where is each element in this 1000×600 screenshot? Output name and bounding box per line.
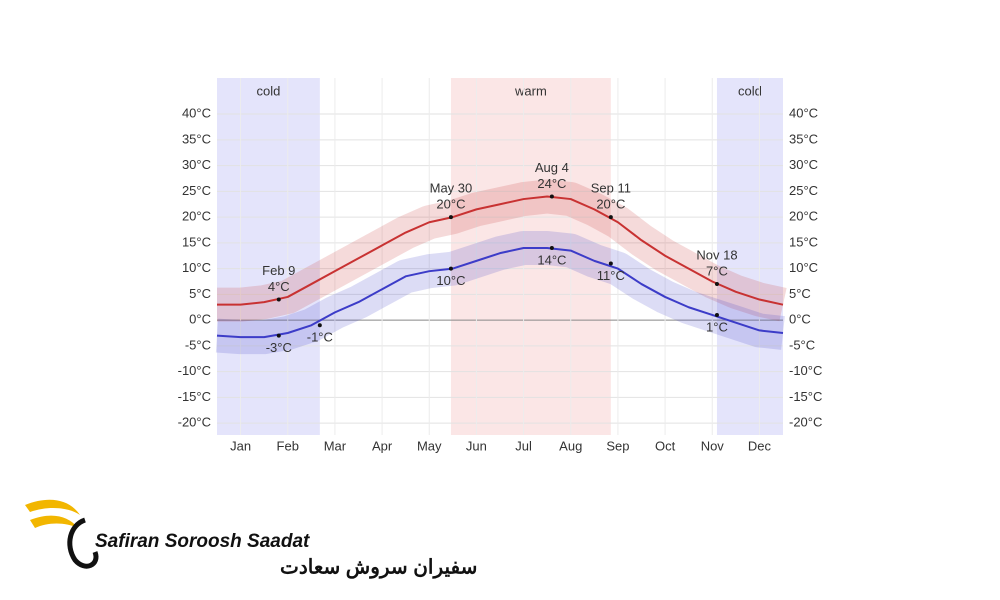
x-tick-label: Dec bbox=[748, 438, 772, 453]
season-band bbox=[217, 78, 320, 435]
annotation-dot bbox=[608, 215, 613, 220]
series-line bbox=[217, 195, 784, 306]
y2-tick-label: 25°C bbox=[789, 183, 818, 198]
annotation-date: May 30 bbox=[430, 181, 473, 196]
logo-name-fa: سفیران سروش سعادت bbox=[280, 556, 477, 579]
x-tick-label: Jun bbox=[466, 438, 487, 453]
x-tick-label: Sep bbox=[606, 438, 629, 453]
annotation-value: -3°C bbox=[266, 340, 292, 355]
y-tick-label: 25°C bbox=[182, 183, 211, 198]
logo-swan bbox=[67, 517, 99, 569]
y2-tick-label: 0°C bbox=[789, 312, 811, 327]
annotation-value: 20°C bbox=[596, 197, 625, 212]
season-band bbox=[716, 78, 783, 435]
y2-tick-label: 35°C bbox=[789, 131, 818, 146]
x-tick-label: Mar bbox=[324, 438, 347, 453]
annotation-dot bbox=[276, 333, 281, 338]
series-line bbox=[216, 247, 784, 339]
annotation-value: 4°C bbox=[268, 279, 290, 294]
annotation-value: 10°C bbox=[436, 273, 465, 288]
x-tick-label: May bbox=[417, 438, 442, 453]
x-tick-label: Oct bbox=[655, 438, 676, 453]
y2-tick-label: -15°C bbox=[789, 389, 822, 404]
annotation-date: Sep 11 bbox=[591, 181, 631, 196]
x-tick-label: Jan bbox=[230, 438, 251, 453]
season-label: cold bbox=[256, 83, 280, 98]
annotation-dot bbox=[714, 312, 719, 317]
annotation-date: Nov 18 bbox=[696, 247, 737, 262]
y2-tick-label: -10°C bbox=[789, 363, 822, 378]
y-tick-label: 5°C bbox=[189, 286, 211, 301]
annotation-dot bbox=[608, 261, 613, 266]
annotation-dot bbox=[317, 323, 322, 328]
y-tick-label: -15°C bbox=[178, 389, 211, 404]
annotation-dot bbox=[714, 282, 719, 287]
y2-tick-label: 30°C bbox=[789, 157, 818, 172]
annotation-dot bbox=[448, 266, 453, 271]
annotation-date: Aug 4 bbox=[535, 160, 569, 175]
x-tick-label: Feb bbox=[277, 438, 299, 453]
y-tick-label: 10°C bbox=[182, 260, 211, 275]
y2-tick-label: 5°C bbox=[789, 286, 811, 301]
y2-tick-label: -20°C bbox=[789, 415, 822, 430]
y-tick-label: 30°C bbox=[182, 157, 211, 172]
annotation-dot bbox=[549, 194, 554, 199]
annotation-value: 20°C bbox=[436, 197, 465, 212]
y2-tick-label: 10°C bbox=[789, 260, 818, 275]
season-label: warm bbox=[514, 83, 547, 98]
x-tick-label: Nov bbox=[701, 438, 725, 453]
y-tick-label: 20°C bbox=[182, 209, 211, 224]
y-tick-label: 40°C bbox=[182, 105, 211, 120]
y-tick-label: -10°C bbox=[178, 363, 211, 378]
y-tick-label: 35°C bbox=[182, 131, 211, 146]
logo-wing bbox=[25, 499, 80, 528]
annotation-dot bbox=[448, 215, 453, 220]
annotation-value: 14°C bbox=[537, 252, 566, 267]
x-tick-label: Aug bbox=[559, 438, 582, 453]
annotation-value: 24°C bbox=[537, 176, 566, 191]
logo-name: Safiran Soroosh Saadat bbox=[95, 531, 310, 552]
annotation-value: 1°C bbox=[706, 319, 728, 334]
y2-tick-label: 40°C bbox=[789, 105, 818, 120]
x-tick-label: Apr bbox=[372, 438, 393, 453]
annotation-value: -1°C bbox=[307, 330, 333, 345]
annotation-dot bbox=[549, 246, 554, 250]
y2-tick-label: -5°C bbox=[789, 337, 815, 352]
annotation-value: 11°C bbox=[597, 268, 625, 283]
annotation-value: 7°C bbox=[706, 263, 728, 278]
annotation-dot bbox=[276, 297, 281, 302]
y-tick-label: 15°C bbox=[182, 234, 211, 249]
y-tick-label: -5°C bbox=[185, 337, 211, 352]
annotation-date: Feb 9 bbox=[262, 263, 295, 278]
y2-tick-label: 15°C bbox=[789, 234, 818, 249]
season-label: cold bbox=[738, 83, 762, 98]
y-tick-label: -20°C bbox=[178, 415, 211, 430]
x-tick-label: Jul bbox=[515, 438, 532, 453]
y2-tick-label: 20°C bbox=[789, 209, 818, 224]
y-tick-label: 0°C bbox=[189, 312, 211, 327]
logo: Safiran Soroosh Saadat سفیران سروش سعادت bbox=[25, 499, 477, 579]
